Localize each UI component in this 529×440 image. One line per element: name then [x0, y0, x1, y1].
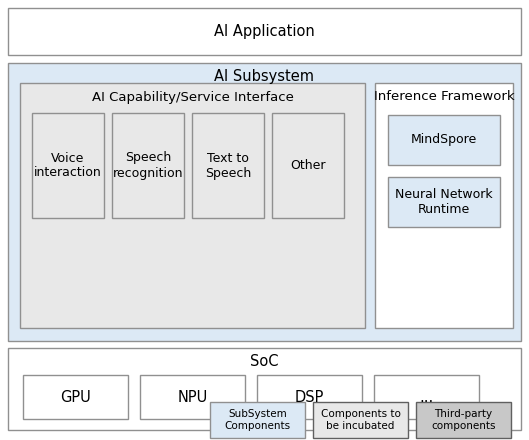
Text: Other: Other: [290, 159, 326, 172]
Text: Voice
interaction: Voice interaction: [34, 151, 102, 180]
Bar: [140, 375, 245, 419]
Bar: [374, 375, 479, 419]
Text: Neural Network
Runtime: Neural Network Runtime: [395, 188, 493, 216]
Text: AI Capability/Service Interface: AI Capability/Service Interface: [92, 91, 294, 103]
Bar: [8, 8, 521, 55]
Text: Speech
recognition: Speech recognition: [113, 151, 183, 180]
Bar: [375, 83, 513, 328]
Text: SubSystem
Components: SubSystem Components: [224, 409, 290, 431]
Bar: [388, 177, 500, 227]
Bar: [8, 63, 521, 341]
Text: DSP: DSP: [295, 389, 324, 404]
Text: GPU: GPU: [60, 389, 91, 404]
Text: Components to
be incubated: Components to be incubated: [321, 409, 400, 431]
Bar: [272, 113, 344, 218]
Text: SoC: SoC: [250, 353, 279, 368]
Bar: [257, 375, 362, 419]
Bar: [388, 115, 500, 165]
Bar: [210, 402, 305, 438]
Bar: [23, 375, 128, 419]
Text: AI Subsystem: AI Subsystem: [214, 70, 315, 84]
Text: NPU: NPU: [177, 389, 207, 404]
Text: Text to
Speech: Text to Speech: [205, 151, 251, 180]
Bar: [313, 402, 408, 438]
Text: MindSpore: MindSpore: [411, 133, 477, 147]
Text: Inference Framework: Inference Framework: [373, 91, 514, 103]
Bar: [416, 402, 511, 438]
Bar: [112, 113, 184, 218]
Text: AI Application: AI Application: [214, 24, 315, 39]
Bar: [8, 348, 521, 430]
Bar: [32, 113, 104, 218]
Text: ...: ...: [419, 389, 434, 404]
Text: Third-party
components: Third-party components: [431, 409, 496, 431]
Bar: [20, 83, 365, 328]
Bar: [192, 113, 264, 218]
